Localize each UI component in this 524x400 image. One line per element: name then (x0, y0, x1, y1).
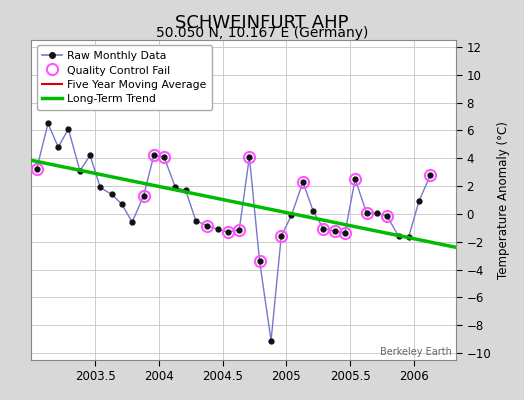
Y-axis label: Temperature Anomaly (°C): Temperature Anomaly (°C) (497, 121, 510, 279)
Legend: Raw Monthly Data, Quality Control Fail, Five Year Moving Average, Long-Term Tren: Raw Monthly Data, Quality Control Fail, … (37, 46, 212, 110)
Text: Berkeley Earth: Berkeley Earth (380, 347, 452, 357)
Text: 50.050 N, 10.167 E (Germany): 50.050 N, 10.167 E (Germany) (156, 26, 368, 40)
Text: SCHWEINFURT AHP: SCHWEINFURT AHP (175, 14, 349, 32)
